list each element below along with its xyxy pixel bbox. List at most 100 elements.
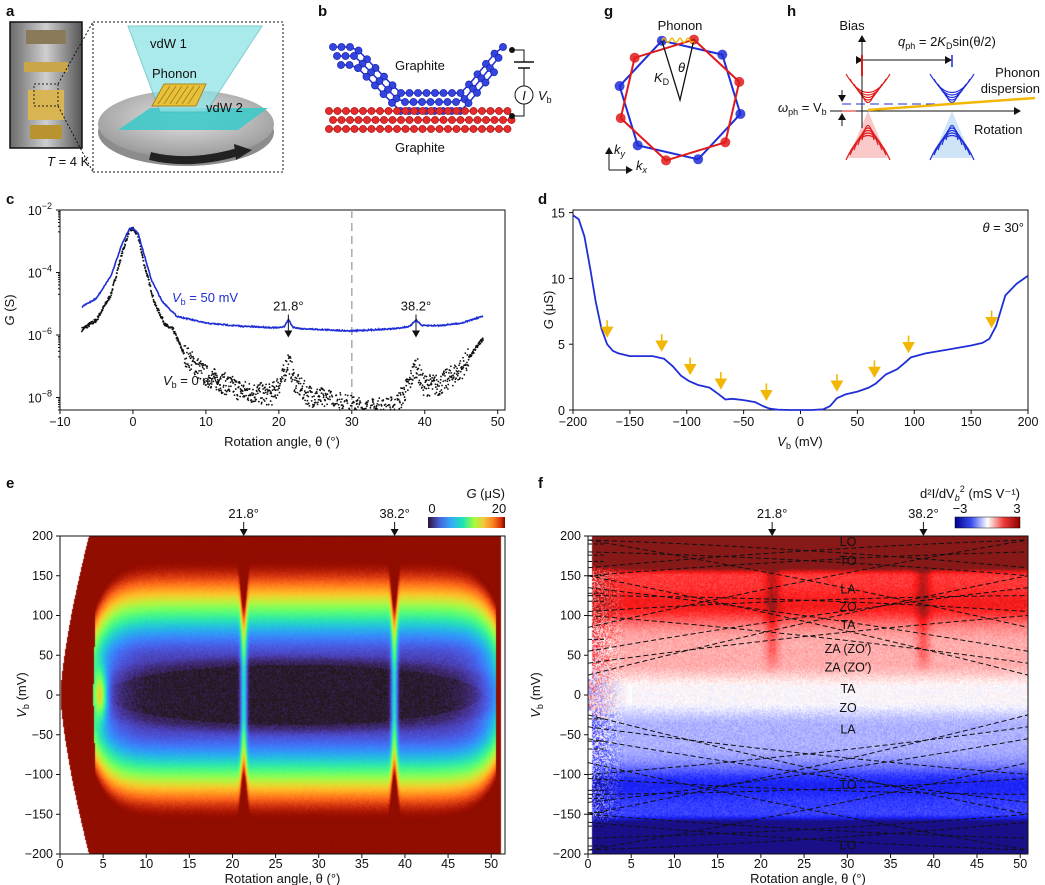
data-point-vb0 [410,372,413,375]
data-point-vb0 [206,365,209,368]
data-point-vb0 [199,362,201,365]
data-point-vb0 [282,370,285,373]
data-point-vb0 [459,360,462,362]
data-point-vb0 [306,394,308,397]
data-point-vb0 [449,369,452,372]
data-point-vb0 [415,366,417,369]
data-point-vb0 [397,394,399,397]
data-point-vb0 [273,388,276,391]
data-point-vb0 [139,245,142,248]
data-point-vb0 [142,256,144,259]
data-point-vb0 [97,318,99,321]
data-point-vb0 [101,309,104,312]
data-point-vb0 [369,406,372,409]
data-point-vb0 [198,365,201,367]
carbon-atom-bottom [414,116,422,124]
data-point-vb0 [157,308,160,310]
data-point-vb0 [238,382,241,385]
data-point-vb0 [420,368,423,371]
data-point-vb0 [455,377,458,380]
data-point-vb0 [280,378,283,381]
k-point [735,108,746,119]
x-tick-label: 200 [1018,415,1039,429]
data-point-vb0 [282,364,285,367]
data-point-vb0 [307,395,310,398]
data-point-vb0 [461,377,464,380]
data-point-vb0 [173,330,176,333]
carbon-atom-top [448,89,456,97]
data-point-vb0 [274,394,277,397]
x-tick-label: 10 [199,415,213,429]
data-point-vb0 [336,398,339,401]
data-point-vb0 [248,382,251,385]
data-point-vb0 [321,403,324,406]
data-point-vb0 [419,383,421,386]
data-point-vb0 [215,386,218,389]
data-point-vb0 [183,352,185,354]
data-point-vb0 [252,388,254,391]
data-point-vb0 [294,379,296,381]
data-point-vb0 [434,392,437,395]
data-point-vb0 [305,391,308,394]
phonon-label: Phonon [152,66,197,81]
data-point-vb0 [442,374,444,376]
data-point-vb0 [366,401,369,404]
phonon-pad [151,83,207,107]
data-point-vb0 [262,388,264,390]
carbon-atom-bottom [325,125,333,133]
data-point-vb0 [158,309,160,312]
data-point-vb0 [422,372,424,375]
carbon-atom-bottom [393,125,401,133]
carbon-atom-bottom [359,125,367,133]
data-point-vb0 [258,384,261,386]
data-point-vb0 [426,379,428,381]
panel-label-d: d [538,191,547,208]
carbon-atom-top [456,89,465,97]
data-point-vb0 [400,406,403,409]
data-point-vb0 [215,388,218,391]
data-point-vb0 [154,302,157,304]
y-tick-label: 10 [551,272,565,286]
bias-label: Bias [839,18,865,33]
data-point-vb0 [301,387,304,390]
carbon-atom-top [350,52,358,60]
data-point-vb0 [447,383,450,386]
carbon-atom-bottom [444,107,452,115]
data-point-vb0 [433,376,436,378]
data-point-vb0 [427,387,430,390]
data-point-vb0 [287,363,290,366]
data-point-vb0 [335,394,338,397]
data-point-vb0 [456,370,459,373]
data-point-vb0 [425,380,427,383]
data-point-vb0 [317,401,319,404]
data-point-vb0 [185,357,188,360]
data-point-vb0 [265,403,268,406]
data-point-vb0 [293,372,295,374]
data-point-vb0 [331,395,334,398]
data-point-vb0 [418,374,420,376]
data-point-vb0 [303,379,306,382]
data-point-vb0 [143,264,146,267]
data-point-vb0 [313,404,316,406]
data-point-vb0 [366,403,369,406]
data-point-vb0 [225,384,227,387]
data-point-vb0 [270,392,273,395]
data-point-vb0 [192,355,195,358]
legend-vb0: Vb = 0 mV [163,373,222,390]
data-point-vb0 [219,384,221,386]
data-point-vb0 [249,393,252,396]
data-point-vb0 [452,376,455,379]
data-point-vb0 [234,383,237,386]
q-phonon-label: qph = 2KDsin(θ/2) [898,34,996,51]
data-point-vb0 [451,378,454,381]
data-point-vb0 [260,401,263,404]
data-point-vb0 [265,383,267,386]
carbon-atom-bottom [435,107,444,115]
data-point-vb0 [443,372,446,375]
carbon-atom-bottom [456,116,465,124]
data-point-vb0 [187,347,190,350]
data-point-vb0 [375,404,378,407]
data-point-vb0 [210,385,213,388]
carbon-atom-bottom [376,125,384,133]
